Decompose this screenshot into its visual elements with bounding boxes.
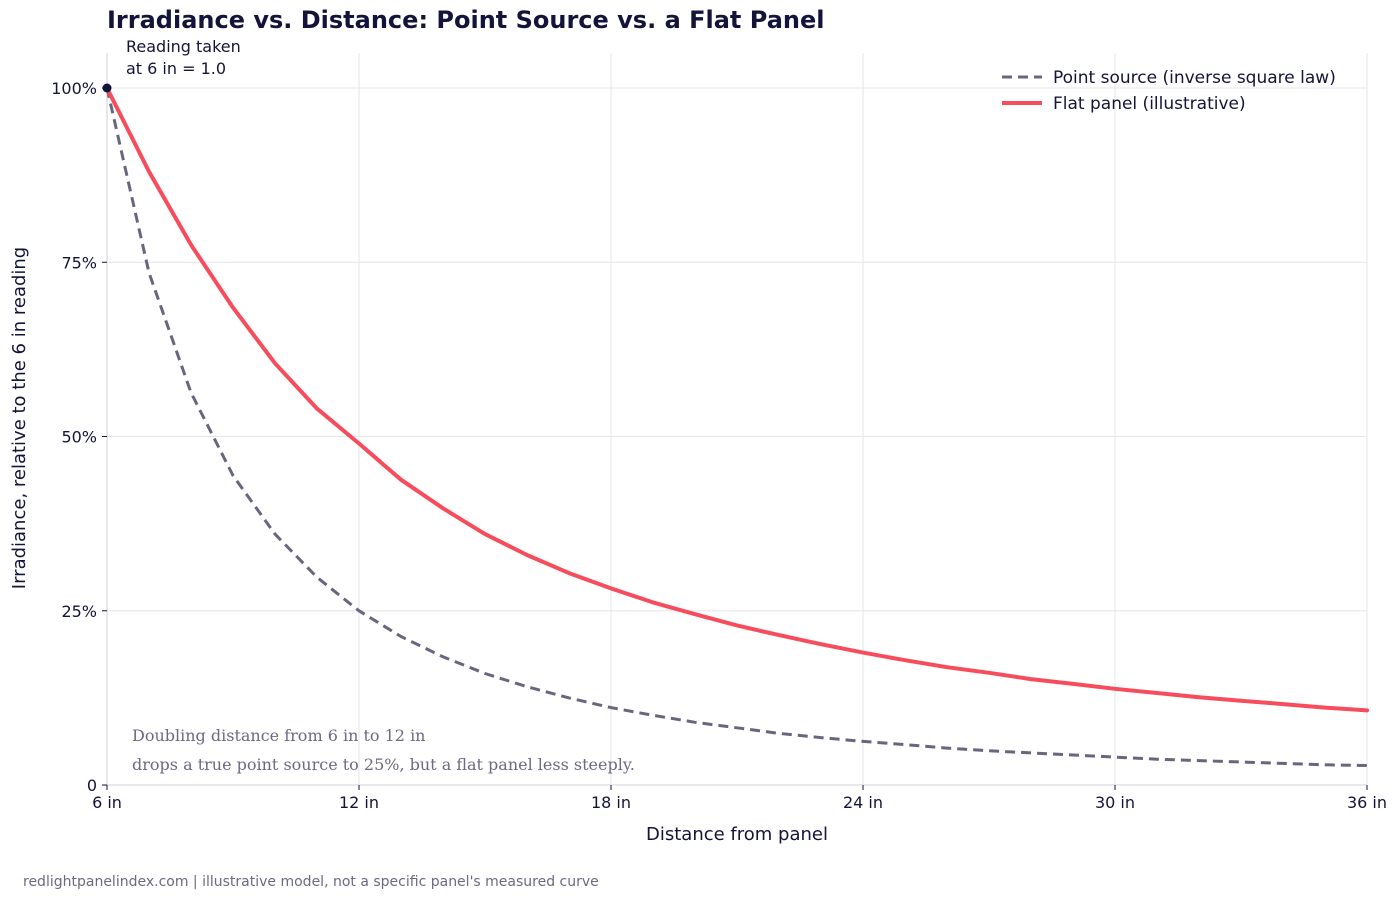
tick-labels: 6 in 12 in 18 in 24 in 30 in 36 in 0 25% 50% 75% 1…: [51, 79, 1387, 812]
chart-title: Irradiance vs. Distance: Point Source vs…: [107, 6, 825, 34]
series-line-flat-panel: [105, 86, 1369, 713]
x-axis-label: Distance from panel: [646, 824, 828, 845]
x-tick-label: 12 in: [339, 793, 379, 812]
grid: [106, 53, 1368, 786]
y-tick-label: 75%: [61, 253, 97, 272]
y-tick-label: 50%: [61, 428, 97, 447]
note-line-2: drops a true point source to 25%, but a …: [132, 755, 635, 774]
legend-label-flat-panel: Flat panel (illustrative): [1053, 94, 1246, 114]
reference-annotation: Reading taken at 6 in = 1.0: [102, 37, 241, 93]
y-axis-label: Irradiance, relative to the 6 in reading: [9, 247, 30, 589]
series-line-point-source: [105, 87, 1368, 767]
x-tick-label: 18 in: [591, 793, 631, 812]
legend: Point source (inverse square law) Flat p…: [1002, 68, 1336, 114]
plot-area: [105, 86, 1369, 767]
footer-source: redlightpanelindex.com | illustrative mo…: [23, 874, 599, 890]
x-tick-label: 6 in: [92, 793, 122, 812]
explanatory-note: Doubling distance from 6 in to 12 in dro…: [132, 726, 635, 774]
y-tick-label: 25%: [61, 602, 97, 621]
y-tick-label: 0: [87, 776, 97, 795]
marker-label-line-2: at 6 in = 1.0: [126, 59, 226, 78]
legend-label-point-source: Point source (inverse square law): [1053, 68, 1336, 88]
reference-point-marker: [102, 83, 112, 93]
y-tick-label: 100%: [51, 79, 97, 98]
marker-label-line-1: Reading taken: [126, 37, 241, 56]
note-line-1: Doubling distance from 6 in to 12 in: [132, 726, 425, 745]
x-tick-label: 30 in: [1095, 793, 1135, 812]
x-tick-label: 36 in: [1347, 793, 1387, 812]
x-tick-label: 24 in: [843, 793, 883, 812]
